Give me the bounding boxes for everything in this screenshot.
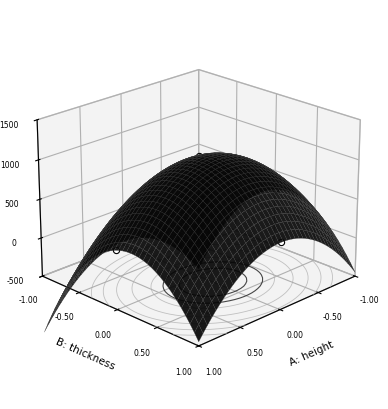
Y-axis label: B: thickness: B: thickness — [54, 336, 116, 371]
X-axis label: A: height: A: height — [288, 339, 336, 367]
